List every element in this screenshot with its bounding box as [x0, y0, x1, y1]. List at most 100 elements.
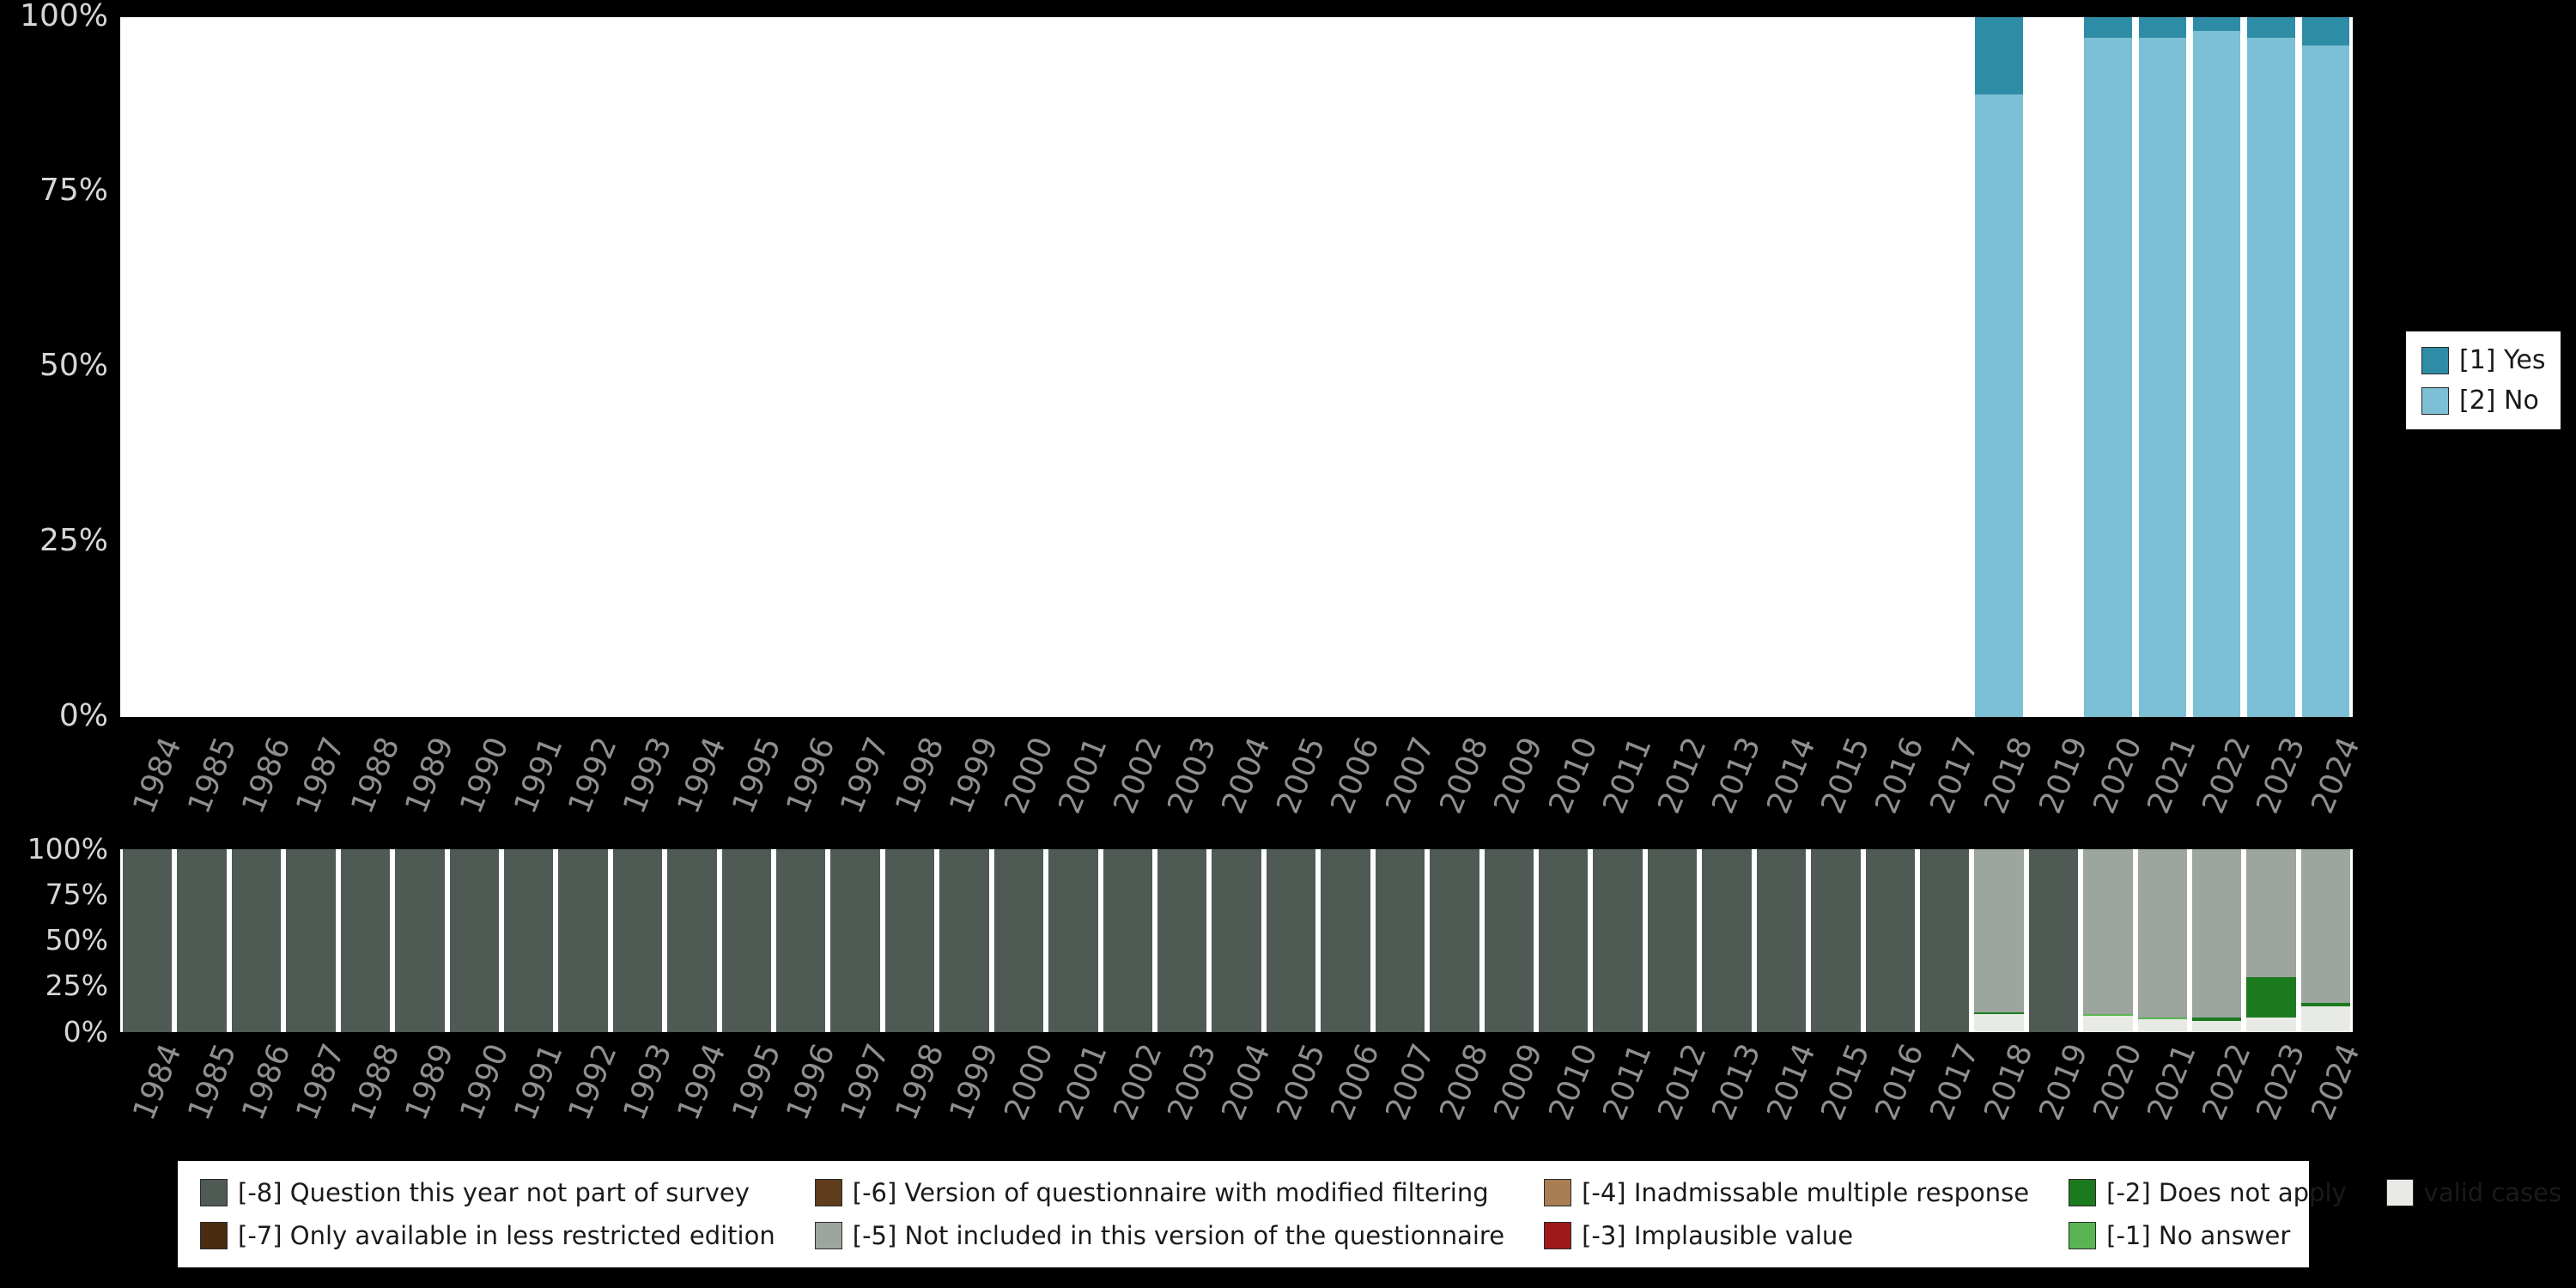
x-tick-label: 2012: [1651, 732, 1714, 819]
x-tick-label: 2004: [1215, 1039, 1279, 1126]
x-tick-label: 1990: [453, 732, 516, 819]
bar-1993: [611, 849, 665, 1032]
bar-2023: [2244, 849, 2298, 1032]
legend-swatch-icon: [2385, 1179, 2414, 1206]
bar-segment: [721, 849, 772, 1032]
bar-1989: [392, 17, 447, 717]
bar-segment: [2301, 45, 2350, 717]
bar-1997: [828, 849, 882, 1032]
bar-segment: [2192, 1021, 2242, 1032]
x-tick-label: 1996: [780, 1039, 842, 1126]
bar-segment: [340, 849, 391, 1032]
legend-item: [1] Yes: [2421, 345, 2545, 375]
bar-segment: [1919, 849, 1970, 1032]
bar-1996: [774, 849, 828, 1032]
bar-1985: [174, 849, 228, 1032]
bar-segment: [1266, 849, 1316, 1032]
x-tick-label: 2015: [1814, 732, 1877, 819]
bar-segment: [2084, 38, 2132, 717]
bar-segment: [2300, 1006, 2351, 1032]
bar-segment: [2193, 17, 2241, 32]
legend-swatch-icon: [2421, 386, 2449, 415]
bar-segment: [1321, 849, 1370, 1032]
x-tick-label: 2024: [2304, 1039, 2367, 1126]
bar-segment: [1538, 849, 1589, 1032]
x-tick-label: 2009: [1487, 1039, 1551, 1126]
bar-segment: [2247, 38, 2295, 717]
bar-segment: [2246, 977, 2296, 1018]
bar-segment: [2083, 1015, 2133, 1032]
bar-segment: [2028, 849, 2079, 1032]
x-tick-label: 2001: [1052, 1039, 1115, 1126]
bar-segment: [395, 849, 445, 1032]
bar-2019: [2026, 849, 2081, 1032]
legend-item: [-7] Only available in less restricted e…: [200, 1221, 775, 1250]
x-tick-label: 2000: [998, 732, 1060, 819]
bar-2011: [1590, 17, 1644, 717]
bar-2023: [2244, 17, 2298, 717]
bar-segment: [939, 849, 989, 1032]
bar-segment: [1865, 849, 1915, 1032]
x-tick-label: 2014: [1759, 1039, 1823, 1126]
bar-2010: [1536, 849, 1590, 1032]
legend-item: [-1] No answer: [2069, 1221, 2347, 1250]
x-tick-label: 2022: [2196, 1039, 2258, 1126]
legend-label: [-7] Only available in less restricted e…: [238, 1221, 775, 1250]
bar-segment: [1157, 849, 1207, 1032]
x-tick-label: 2021: [2141, 732, 2204, 819]
bar-segment: [123, 849, 173, 1032]
x-tick-label: 1998: [889, 732, 951, 819]
bar-1998: [883, 17, 937, 717]
bar-segment: [2192, 1017, 2242, 1022]
x-tick-label: 1986: [235, 1039, 298, 1126]
x-tick-label: 1988: [344, 732, 407, 819]
bar-2001: [1046, 17, 1100, 717]
bar-segment: [1756, 849, 1807, 1032]
bar-segment: [2137, 1017, 2188, 1020]
x-tick-label: 1993: [617, 732, 679, 819]
x-tick-label: 2010: [1542, 732, 1605, 819]
legend-item: [-6] Version of questionnaire with modif…: [814, 1178, 1504, 1207]
x-tick-label: 2013: [1705, 1039, 1768, 1126]
bar-segment: [612, 849, 663, 1032]
x-tick-label: 1992: [562, 732, 625, 819]
x-tick-label: 1990: [453, 1039, 516, 1126]
bar-2022: [2190, 17, 2244, 717]
bar-segment: [776, 849, 826, 1032]
x-tick-label: 1995: [725, 732, 788, 819]
y-tick-label: 75%: [39, 173, 108, 209]
x-tick-label: 1997: [834, 1039, 897, 1126]
x-tick-label: 2008: [1433, 1039, 1496, 1126]
x-tick-label: 1999: [943, 732, 1005, 819]
bar-2024: [2299, 17, 2353, 717]
x-tick-label: 2023: [2250, 732, 2312, 819]
legend-swatch-icon: [2421, 346, 2449, 374]
bottom-chart-panel: [120, 849, 2353, 1032]
legend-label: [-5] Not included in this version of the…: [852, 1221, 1505, 1250]
x-tick-label: 2016: [1868, 732, 1931, 819]
bar-segment: [1103, 849, 1153, 1032]
bar-2014: [1754, 17, 1808, 717]
bar-2003: [1155, 17, 1209, 717]
bar-2017: [1917, 17, 1971, 717]
legend-label: [-4] Inadmissable multiple response: [1582, 1178, 2030, 1207]
x-tick-label: 1998: [889, 1039, 951, 1126]
x-tick-label: 1987: [289, 732, 352, 819]
bar-1985: [174, 17, 228, 717]
bar-segment: [449, 849, 499, 1032]
x-tick-label: 1989: [398, 1039, 461, 1126]
x-tick-label: 1988: [344, 1039, 407, 1126]
bar-1990: [447, 17, 501, 717]
x-tick-label: 2000: [998, 1039, 1060, 1126]
x-tick-label: 2007: [1378, 732, 1442, 819]
legend-item: [2] No: [2421, 386, 2545, 416]
bar-2018: [1971, 17, 2026, 717]
x-tick-label: 1997: [834, 732, 897, 819]
bar-2009: [1482, 17, 1536, 717]
bar-1996: [774, 17, 828, 717]
bar-1999: [937, 849, 991, 1032]
x-tick-label: 2011: [1596, 1039, 1659, 1126]
y-tick-label: 25%: [45, 969, 108, 1003]
x-tick-label: 1984: [126, 1039, 189, 1126]
legend-swatch-icon: [1544, 1222, 1572, 1249]
